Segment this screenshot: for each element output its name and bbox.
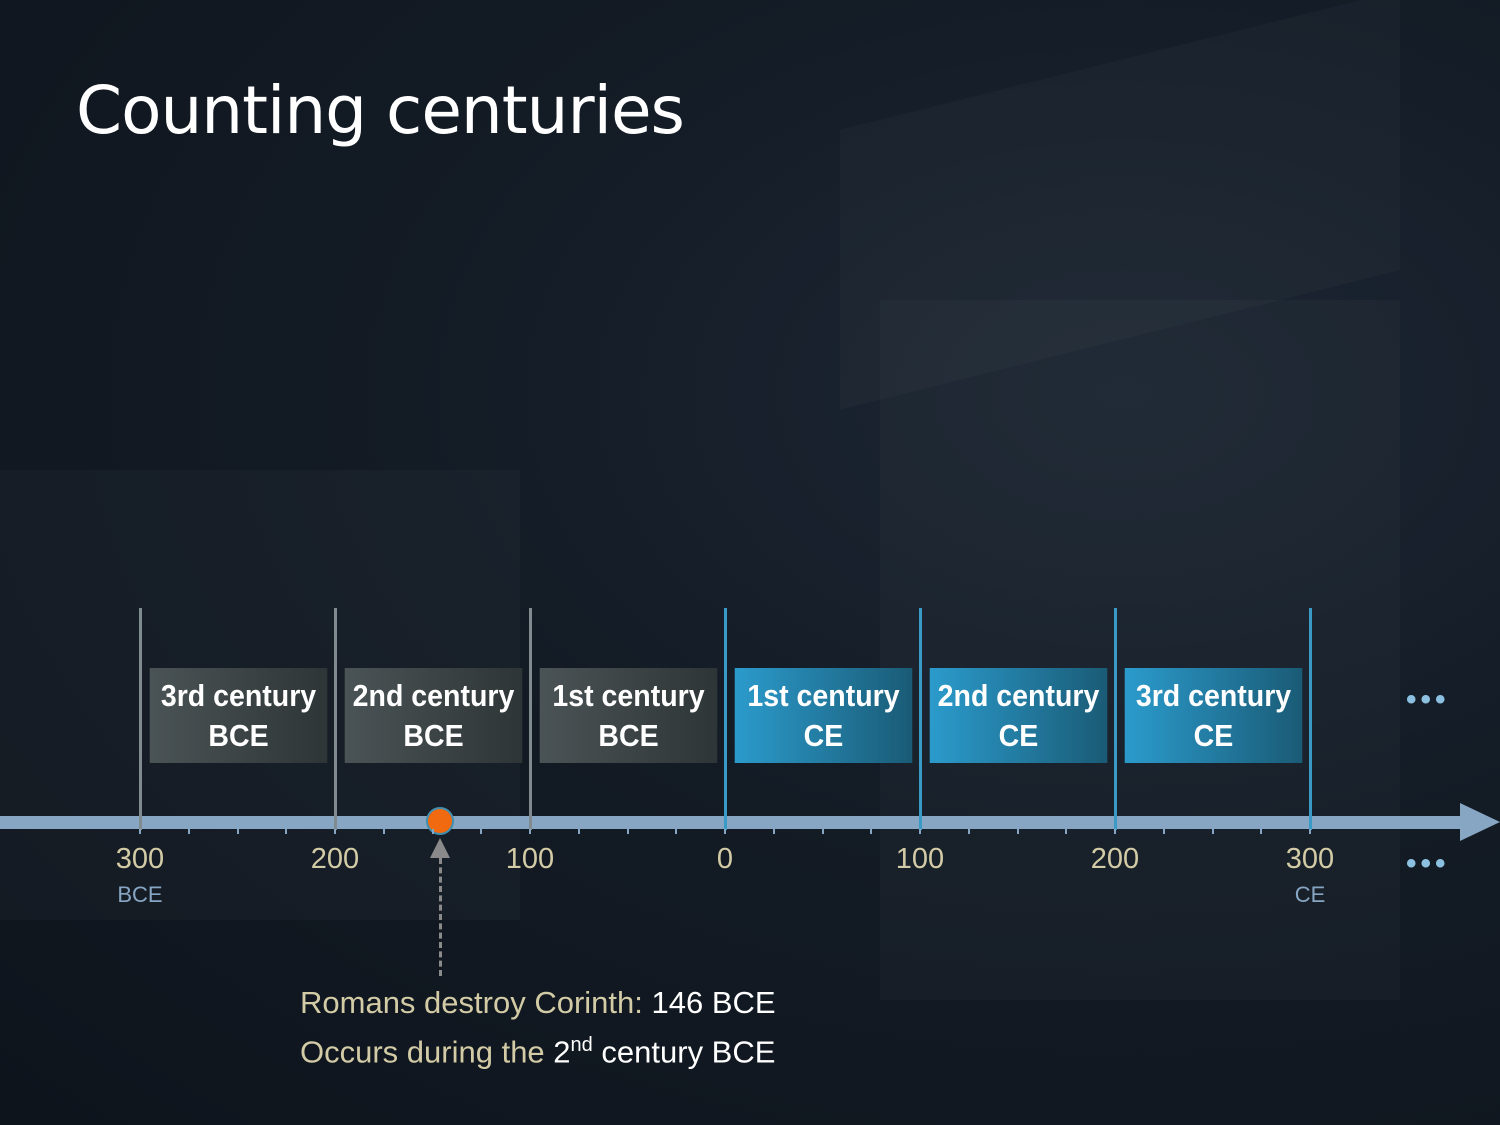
timeline-axis — [0, 816, 1462, 829]
century-box-era: CE — [998, 717, 1039, 753]
axis-tick — [187, 829, 190, 834]
century-ordinal: nd — [570, 1034, 593, 1056]
axis-tick — [724, 829, 726, 834]
century-box-era: BCE — [208, 717, 269, 753]
century-box-name: 2nd century — [937, 677, 1100, 713]
axis-tick — [334, 829, 336, 834]
tick-label: 100 — [895, 843, 945, 875]
century-box-era: CE — [1193, 717, 1234, 753]
century-box[interactable]: 2nd century BCE — [344, 668, 523, 763]
axis-tick — [236, 829, 239, 834]
axis-tick — [431, 829, 434, 834]
axis-tick — [1114, 829, 1116, 834]
axis-tick — [1211, 829, 1214, 834]
century-boundary-line — [1114, 608, 1117, 830]
event-caption: Romans destroy Corinth: 146 BCE — [300, 985, 776, 1021]
century-box[interactable]: 3rd century BCE — [149, 668, 328, 763]
tick-label: 300 — [1285, 843, 1335, 875]
tick-label: 200 — [1090, 843, 1140, 875]
century-box-era: CE — [803, 717, 844, 753]
axis-tick — [577, 829, 580, 834]
axis-tick — [1065, 829, 1068, 834]
tick-label: 200 — [310, 843, 360, 875]
century-boundary-line — [1309, 608, 1312, 830]
axis-tick — [529, 829, 531, 834]
century-number: 2 — [553, 1034, 571, 1070]
axis-tick — [1309, 829, 1311, 834]
axis-tick — [821, 829, 824, 834]
axis-tick — [1162, 829, 1165, 834]
century-boundary-line — [919, 608, 922, 830]
ellipsis-top: ••• — [1406, 683, 1450, 716]
century-box-name: 1st century — [552, 677, 705, 713]
event-century-caption: Occurs during the 2nd century BCE — [300, 1034, 775, 1070]
century-boundary-line — [139, 608, 142, 830]
arrow-head-icon — [1460, 803, 1500, 841]
axis-tick — [139, 829, 141, 834]
century-box[interactable]: 1st century BCE — [539, 668, 718, 763]
axis-tick — [967, 829, 970, 834]
event-marker[interactable] — [426, 807, 455, 835]
century-box[interactable]: 3rd century CE — [1124, 668, 1303, 763]
axis-tick — [626, 829, 629, 834]
axis-tick — [675, 829, 678, 834]
century-caption-label: Occurs during the — [300, 1034, 554, 1070]
axis-tick — [919, 829, 921, 834]
century-box[interactable]: 1st century CE — [734, 668, 913, 763]
pointer-arrow-icon — [430, 838, 451, 858]
century-box[interactable]: 2nd century CE — [929, 668, 1108, 763]
century-boundary-line — [529, 608, 532, 830]
axis-tick — [480, 829, 483, 834]
axis-tick — [285, 829, 288, 834]
axis-tick — [1016, 829, 1019, 834]
tick-label: 0 — [716, 843, 734, 875]
era-label-ce: CE — [1294, 882, 1326, 907]
axis-tick — [1260, 829, 1263, 834]
ellipsis-bottom: ••• — [1406, 847, 1450, 880]
slide-title: Counting centuries — [76, 72, 685, 149]
tick-label: 100 — [505, 843, 555, 875]
axis-tick — [870, 829, 873, 834]
century-box-name: 3rd century — [160, 677, 317, 713]
axis-tick — [382, 829, 385, 834]
event-caption-year: 146 BCE — [651, 985, 776, 1020]
century-boundary-line — [334, 608, 337, 830]
century-boundary-line — [724, 608, 727, 830]
pointer-dashed-line — [439, 858, 443, 976]
era-label-bce: BCE — [117, 882, 163, 907]
century-box-name: 1st century — [747, 677, 900, 713]
tick-label: 300 — [115, 843, 165, 875]
century-caption-suffix: century BCE — [592, 1034, 776, 1070]
century-box-era: BCE — [598, 717, 659, 753]
axis-tick — [772, 829, 775, 834]
century-box-name: 2nd century — [352, 677, 515, 713]
century-box-name: 3rd century — [1135, 677, 1292, 713]
event-caption-label: Romans destroy Corinth: — [300, 985, 652, 1020]
century-box-era: BCE — [403, 717, 464, 753]
